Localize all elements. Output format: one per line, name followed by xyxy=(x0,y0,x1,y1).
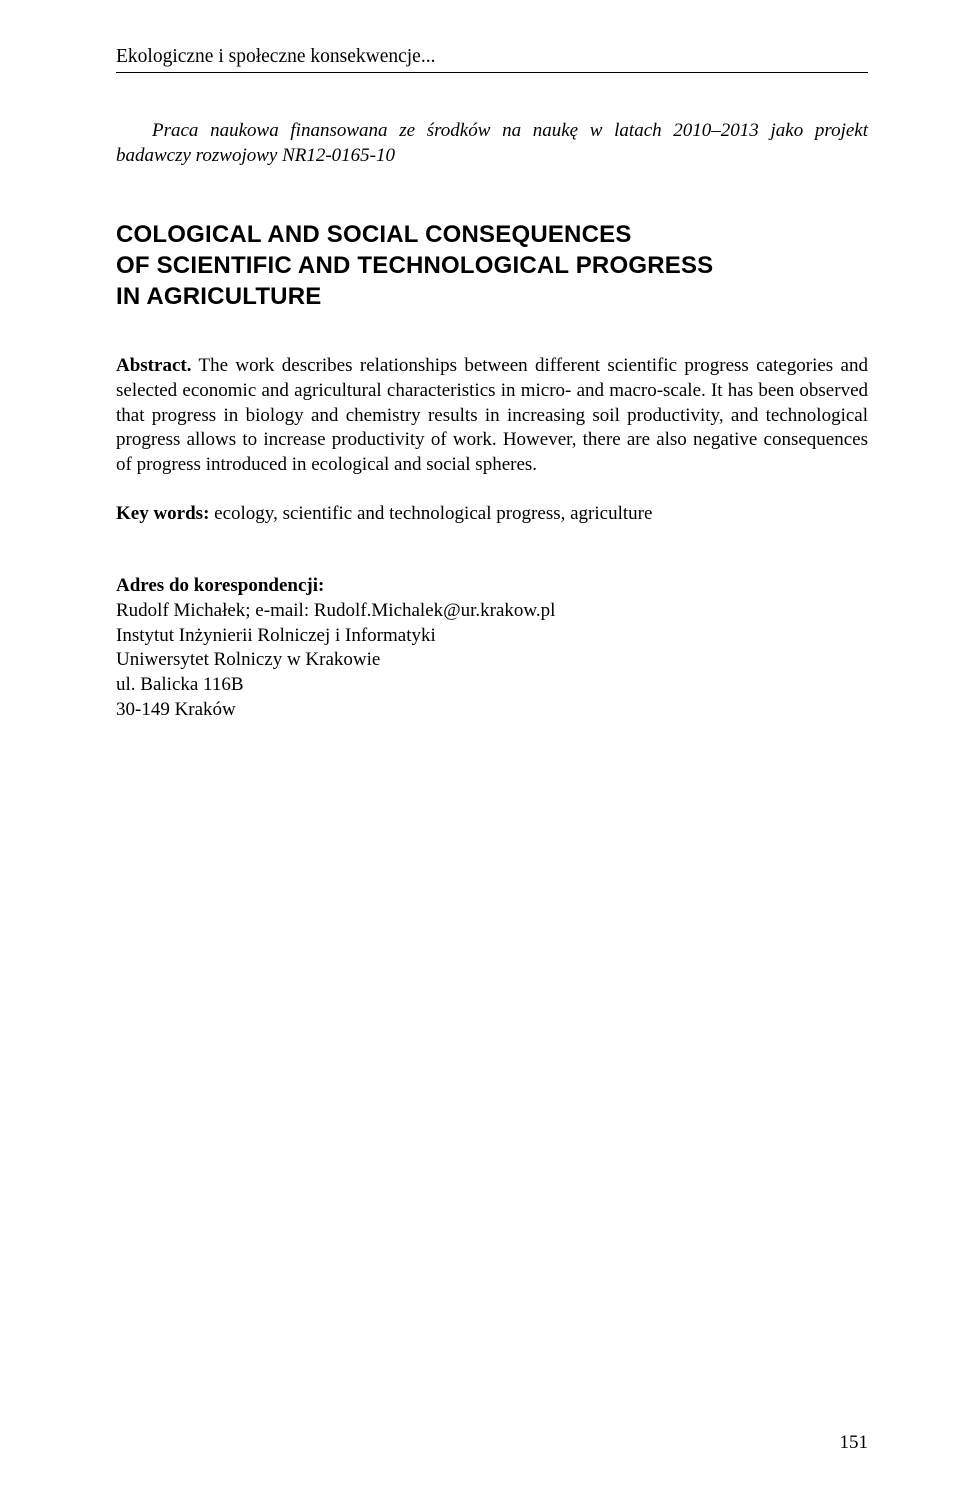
title-line-2: OF SCIENTIFIC AND TECHNOLOGICAL PROGRESS xyxy=(116,252,713,279)
address-line-5: 30-149 Kraków xyxy=(116,698,868,723)
header-text: Ekologiczne i społeczne konsekwencje... xyxy=(116,46,435,67)
page-number: 151 xyxy=(840,1432,869,1454)
address-line-3: Uniwersytet Rolniczy w Krakowie xyxy=(116,648,868,673)
address-line-2: Instytut Inżynierii Rolniczej i Informat… xyxy=(116,624,868,649)
keywords-text: ecology, scientific and technological pr… xyxy=(209,503,652,524)
funding-text: Praca naukowa finansowana ze środków na … xyxy=(116,120,868,166)
abstract-text: The work describes relationships between… xyxy=(116,355,868,475)
running-header: Ekologiczne i społeczne konsekwencje... xyxy=(116,44,868,69)
abstract-label: Abstract. xyxy=(116,355,191,376)
address-heading: Adres do korespondencji: xyxy=(116,574,868,599)
header-divider xyxy=(116,72,868,73)
keywords-paragraph: Key words: ecology, scientific and techn… xyxy=(116,502,868,527)
address-line-1: Rudolf Michałek; e-mail: Rudolf.Michalek… xyxy=(116,599,868,624)
address-line-4: ul. Balicka 116B xyxy=(116,673,868,698)
title-line-1: COLOGICAL AND SOCIAL CONSEQUENCES xyxy=(116,221,632,248)
keywords-label: Key words: xyxy=(116,503,209,524)
correspondence-address: Adres do korespondencji: Rudolf Michałek… xyxy=(116,574,868,722)
title-line-3: IN AGRICULTURE xyxy=(116,283,321,310)
abstract-paragraph: Abstract. The work describes relationshi… xyxy=(116,354,868,477)
article-title: COLOGICAL AND SOCIAL CONSEQUENCES OF SCI… xyxy=(116,219,868,313)
funding-note: Praca naukowa finansowana ze środków na … xyxy=(116,119,868,168)
